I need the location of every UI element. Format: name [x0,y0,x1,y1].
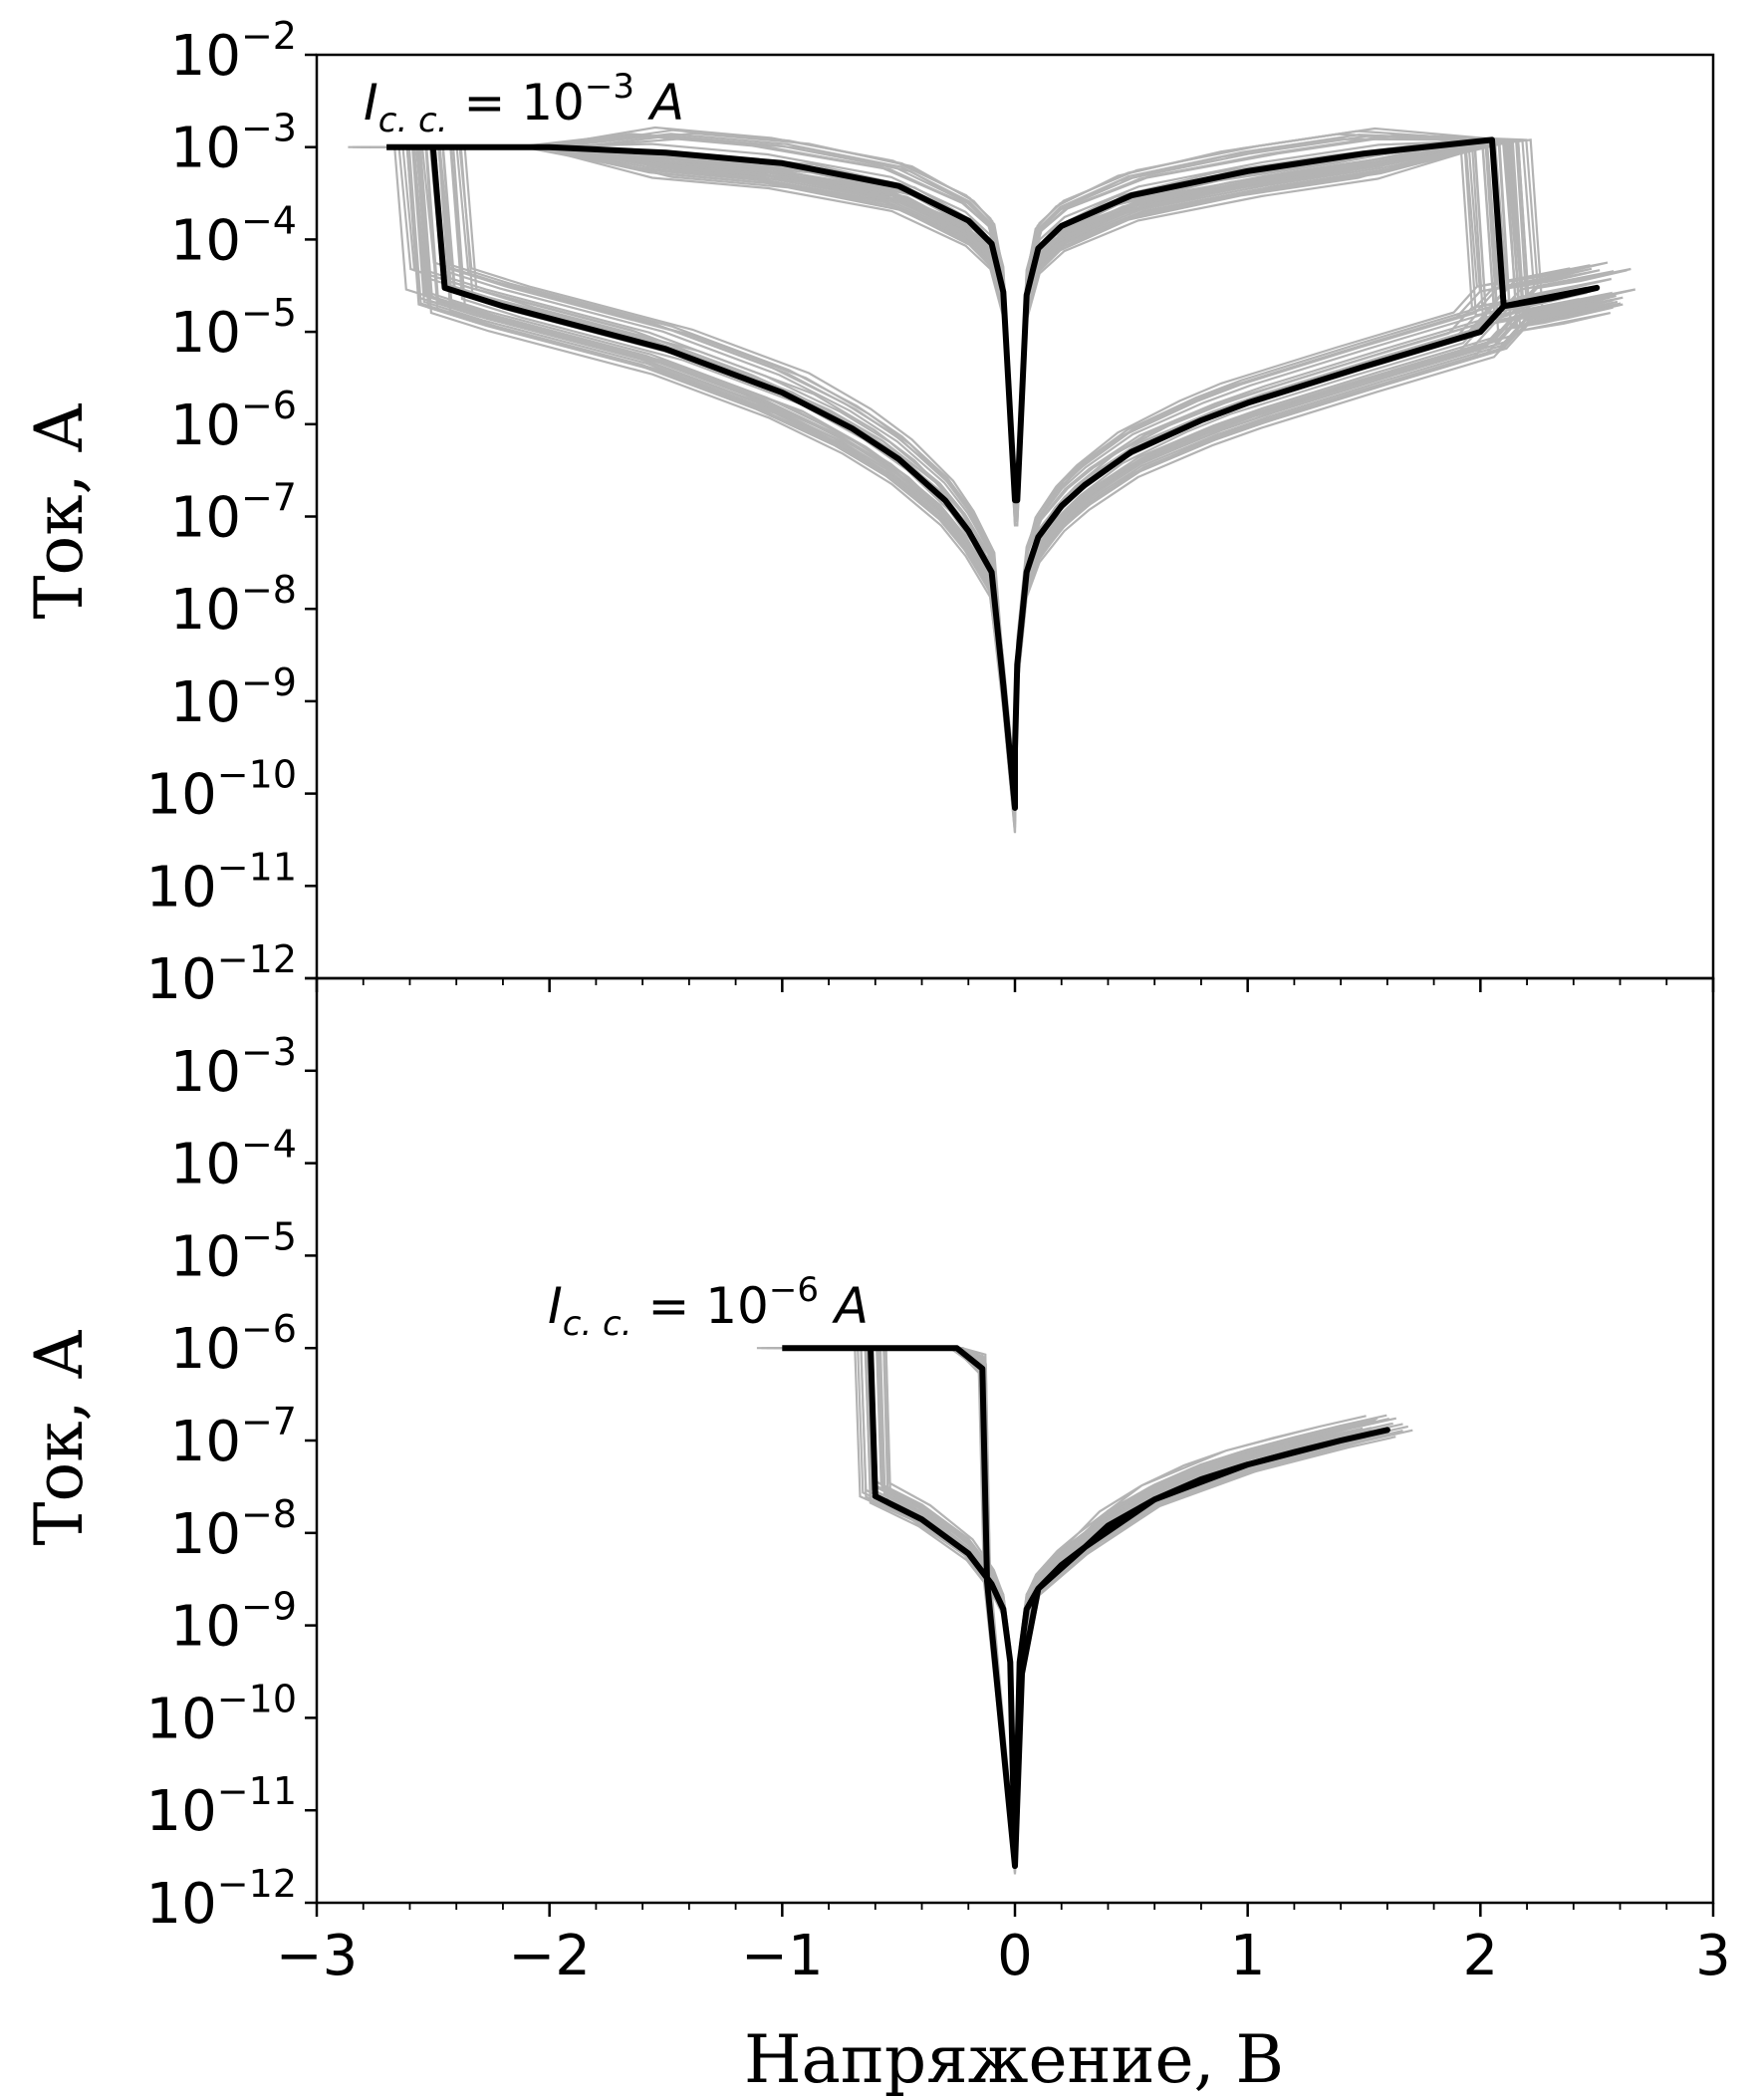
bottom-x-tick-label: 1 [1230,1924,1266,1988]
bottom-x-tick-label: −1 [741,1924,824,1988]
bottom-x-tick-label: 2 [1463,1924,1499,1988]
bottom-y-tick-label: 10−9 [170,1585,297,1660]
bottom-y-tick-label: 10−4 [170,1123,297,1197]
bottom-x-tick-label: 0 [997,1924,1033,1988]
bottom-cycle-trace [798,1347,1373,1864]
bottom-y-tick-label: 10−5 [170,1214,297,1289]
bottom-x-tick-label: −3 [276,1924,359,1988]
bottom-y-axis-label: Ток, А [21,1330,98,1546]
bottom-cycle-trace [807,1347,1364,1865]
top-y-tick-label: 10−12 [146,937,297,1012]
top-series-line-0 [386,136,1601,811]
top-y-tick-label: 10−4 [170,198,297,273]
top-y-tick-label: 10−9 [170,660,297,735]
top-y-tick-label: 10−5 [170,291,297,366]
top-y-tick-label: 10−11 [146,845,297,919]
bottom-cycle-trace [766,1347,1403,1861]
bottom-cycle-trace [766,1347,1403,1867]
bottom-y-tick-label: 10−11 [146,1769,297,1844]
top-compliance-annotation: Ic. c. = 10−3 A [364,67,684,140]
bottom-y-tick-label: 10−3 [170,1030,297,1105]
top-y-tick-label: 10−7 [170,476,297,551]
top-plot-area [348,126,1636,834]
bottom-cycle-trace [807,1347,1364,1862]
bottom-panel: 10−1210−1110−1010−910−810−710−610−510−41… [146,976,1731,1988]
bottom-y-tick-label: 10−6 [170,1307,297,1382]
bottom-plot-area [756,1345,1413,1875]
top-y-tick-label: 10−6 [170,384,297,458]
top-y-axis-label: Ток, А [21,403,98,620]
top-y-tick-label: 10−2 [170,14,297,89]
bottom-y-tick-label: 10−7 [170,1400,297,1474]
bottom-cycle-trace [792,1347,1378,1855]
top-y-tick-label: 10−8 [170,568,297,643]
bottom-compliance-annotation: Ic. c. = 10−6 A [548,1270,869,1344]
top-y-tick-label: 10−10 [146,753,297,828]
top-y-tick-label: 10−3 [170,107,297,181]
bottom-cycle-trace [796,1347,1375,1857]
bottom-x-tick-label: −2 [508,1924,591,1988]
bottom-y-tick-label: 10−10 [146,1677,297,1751]
bottom-y-tick-label: 10−12 [146,1862,297,1937]
bottom-cycle-trace [756,1347,1413,1867]
bottom-x-tick-label: 3 [1695,1924,1731,1988]
x-axis-label: Напряжение, В [744,2021,1284,2098]
bottom-y-tick-label: 10−8 [170,1492,297,1567]
bottom-series-line-0 [782,1345,1390,1870]
top-panel: 10−12 10−11 10−10 10−9 10−8 10−7 10−6 10−5 10−4 1… [146,14,1715,1012]
